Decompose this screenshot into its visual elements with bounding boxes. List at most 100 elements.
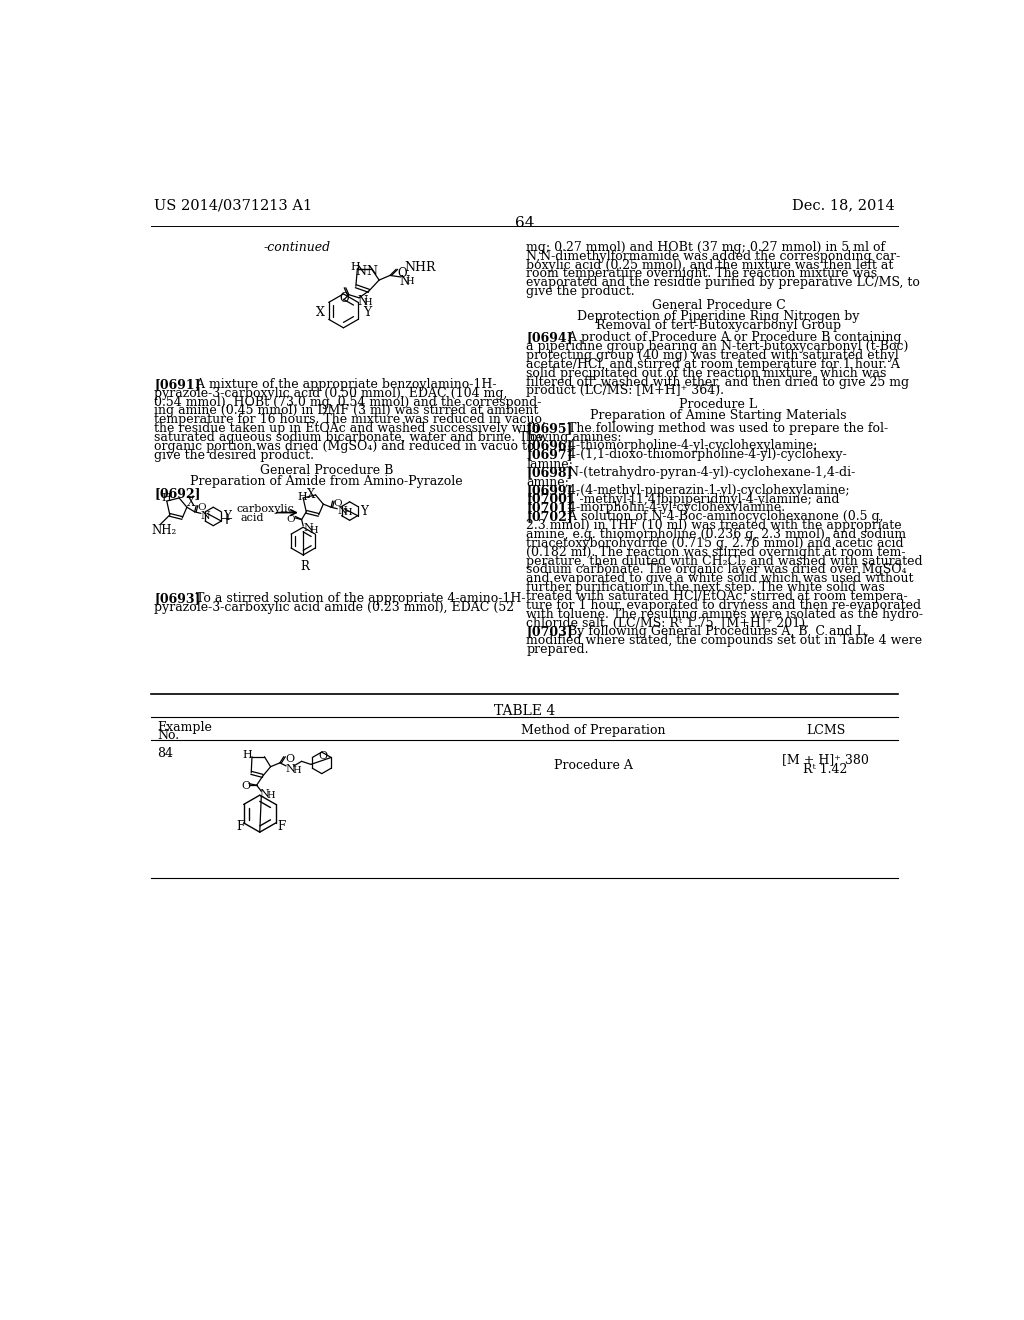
- Text: solid precipitated out of the reaction mixture, which was: solid precipitated out of the reaction m…: [526, 367, 887, 380]
- Text: Preparation of Amide from Amino-Pyrazole: Preparation of Amide from Amino-Pyrazole: [190, 475, 463, 488]
- Text: -continued: -continued: [263, 240, 331, 253]
- Text: N: N: [367, 265, 378, 279]
- Text: F: F: [236, 820, 244, 833]
- Text: [M + H]⁺ 380: [M + H]⁺ 380: [782, 754, 869, 767]
- Text: [0692]: [0692]: [155, 487, 201, 500]
- Text: 4-thiomorpholine-4-yl-cyclohexylamine;: 4-thiomorpholine-4-yl-cyclohexylamine;: [556, 440, 817, 453]
- Text: General Procedure B: General Procedure B: [260, 463, 393, 477]
- Text: 1ʹ-methyl-[1,4]bipiperidinyl-4-ylamine; and: 1ʹ-methyl-[1,4]bipiperidinyl-4-ylamine; …: [556, 492, 840, 506]
- Text: Dec. 18, 2014: Dec. 18, 2014: [793, 198, 895, 213]
- Text: N: N: [201, 511, 211, 521]
- Text: Procedure L: Procedure L: [680, 397, 758, 411]
- Text: [0697]: [0697]: [526, 449, 572, 461]
- Text: with toluene. The resulting amines were isolated as the hydro-: with toluene. The resulting amines were …: [526, 607, 924, 620]
- Text: perature, then diluted with CH₂Cl₂ and washed with saturated: perature, then diluted with CH₂Cl₂ and w…: [526, 554, 923, 568]
- Text: 2.3 mmol) in THF (10 ml) was treated with the appropriate: 2.3 mmol) in THF (10 ml) was treated wit…: [526, 519, 902, 532]
- Text: saturated aqueous sodium bicarbonate, water and brine. The: saturated aqueous sodium bicarbonate, wa…: [155, 430, 543, 444]
- Text: Rᵗ 1.42: Rᵗ 1.42: [803, 763, 848, 776]
- Text: protecting group (40 mg) was treated with saturated ethyl: protecting group (40 mg) was treated wit…: [526, 348, 899, 362]
- Text: N: N: [286, 763, 295, 774]
- Text: [0696]: [0696]: [526, 440, 572, 453]
- Text: F: F: [278, 820, 286, 833]
- Text: (0.182 ml). The reaction was stirred overnight at room tem-: (0.182 ml). The reaction was stirred ove…: [526, 545, 906, 558]
- Text: H: H: [162, 494, 171, 503]
- Text: N: N: [355, 265, 366, 279]
- Text: Y: Y: [359, 506, 368, 517]
- Text: give the product.: give the product.: [526, 285, 635, 298]
- Text: [0698]: [0698]: [526, 466, 572, 479]
- Text: 4-morpholin-4-yl-cyclohexylamine.: 4-morpholin-4-yl-cyclohexylamine.: [556, 502, 785, 515]
- Text: boxylic acid (0.25 mmol), and the mixture was then left at: boxylic acid (0.25 mmol), and the mixtur…: [526, 259, 894, 272]
- Text: [0701]: [0701]: [526, 502, 573, 515]
- Text: LCMS: LCMS: [806, 725, 845, 738]
- Text: pyrazole-3-carboxylic acid amide (0.23 mmol), EDAC (52: pyrazole-3-carboxylic acid amide (0.23 m…: [155, 601, 514, 614]
- Text: R: R: [300, 560, 309, 573]
- Text: N: N: [260, 789, 269, 799]
- Text: Preparation of Amine Starting Materials: Preparation of Amine Starting Materials: [590, 409, 847, 422]
- Text: amine;: amine;: [526, 475, 569, 488]
- Text: 4-(4-methyl-piperazin-1-yl)-cyclohexylamine;: 4-(4-methyl-piperazin-1-yl)-cyclohexylam…: [556, 483, 850, 496]
- Text: H: H: [292, 766, 301, 775]
- Text: [0702]: [0702]: [526, 511, 573, 523]
- Text: Deprotection of Piperidine Ring Nitrogen by: Deprotection of Piperidine Ring Nitrogen…: [578, 310, 860, 322]
- Text: [0691]: [0691]: [155, 378, 201, 391]
- Text: [0695]: [0695]: [526, 422, 572, 434]
- Text: N,N-dimethylformamide was added the corresponding car-: N,N-dimethylformamide was added the corr…: [526, 249, 900, 263]
- Text: H: H: [297, 492, 307, 502]
- Text: +: +: [219, 511, 233, 528]
- Text: acetate/HCl, and stirred at room temperature for 1 hour. A: acetate/HCl, and stirred at room tempera…: [526, 358, 900, 371]
- Text: lowing amines:: lowing amines:: [526, 430, 622, 444]
- Text: amine, e.g. thiomorpholine (0.236 g, 2.3 mmol), and sodium: amine, e.g. thiomorpholine (0.236 g, 2.3…: [526, 528, 906, 541]
- Text: H: H: [309, 525, 318, 535]
- Text: lamine;: lamine;: [526, 457, 573, 470]
- Text: Example: Example: [158, 721, 212, 734]
- Text: O: O: [334, 499, 342, 508]
- Text: N: N: [337, 507, 347, 516]
- Text: No.: No.: [158, 729, 179, 742]
- Text: H: H: [364, 298, 373, 306]
- Text: further purification in the next step. The white solid was: further purification in the next step. T…: [526, 581, 885, 594]
- Text: modified where stated, the compounds set out in Table 4 were: modified where stated, the compounds set…: [526, 635, 923, 647]
- Text: acid: acid: [241, 512, 264, 523]
- Text: [0700]: [0700]: [526, 492, 573, 506]
- Text: The following method was used to prepare the fol-: The following method was used to prepare…: [556, 422, 888, 434]
- Text: a piperidine group bearing an N-tert-butoxycarbonyl (t-Boc): a piperidine group bearing an N-tert-but…: [526, 341, 908, 354]
- Text: pyrazole-3-carboxylic acid (0.50 mmol), EDAC (104 mg,: pyrazole-3-carboxylic acid (0.50 mmol), …: [155, 387, 508, 400]
- Text: ture for 1 hour, evaporated to dryness and then re-evaporated: ture for 1 hour, evaporated to dryness a…: [526, 599, 922, 612]
- Text: give the desired product.: give the desired product.: [155, 449, 314, 462]
- Text: N: N: [303, 524, 313, 533]
- Text: N: N: [399, 275, 410, 288]
- Text: O: O: [318, 751, 328, 760]
- Text: Procedure A: Procedure A: [554, 759, 633, 772]
- Text: [0694]: [0694]: [526, 331, 572, 345]
- Text: H: H: [266, 792, 274, 800]
- Text: X: X: [316, 306, 326, 319]
- Text: [0699]: [0699]: [526, 483, 572, 496]
- Text: X: X: [307, 488, 315, 502]
- Text: X: X: [187, 496, 196, 510]
- Text: N-(tetrahydro-pyran-4-yl)-cyclohexane-1,4-di-: N-(tetrahydro-pyran-4-yl)-cyclohexane-1,…: [556, 466, 855, 479]
- Text: N: N: [357, 296, 368, 309]
- Text: room temperature overnight. The reaction mixture was: room temperature overnight. The reaction…: [526, 268, 878, 280]
- Text: [0703]: [0703]: [526, 626, 573, 639]
- Text: 64: 64: [515, 216, 535, 230]
- Text: O: O: [241, 781, 250, 791]
- Text: 84: 84: [158, 747, 173, 760]
- Text: Y: Y: [362, 306, 371, 319]
- Text: O: O: [397, 267, 407, 280]
- Text: To a stirred solution of the appropriate 4-amino-1H-: To a stirred solution of the appropriate…: [183, 591, 525, 605]
- Text: ing amine (0.45 mmol) in DMF (3 ml) was stirred at ambient: ing amine (0.45 mmol) in DMF (3 ml) was …: [155, 404, 539, 417]
- Text: O: O: [286, 515, 295, 524]
- Text: Y: Y: [223, 511, 231, 523]
- Text: mg; 0.27 mmol) and HOBt (37 mg; 0.27 mmol) in 5 ml of: mg; 0.27 mmol) and HOBt (37 mg; 0.27 mmo…: [526, 240, 886, 253]
- Text: By following General Procedures A, B, C and L,: By following General Procedures A, B, C …: [556, 626, 868, 639]
- Text: NHR: NHR: [403, 261, 435, 273]
- Text: H: H: [243, 750, 253, 760]
- Text: evaporated and the residue purified by preparative LC/MS, to: evaporated and the residue purified by p…: [526, 276, 921, 289]
- Text: filtered off, washed with ether, and then dried to give 25 mg: filtered off, washed with ether, and the…: [526, 376, 909, 388]
- Text: organic portion was dried (MgSO₄) and reduced in vacuo to: organic portion was dried (MgSO₄) and re…: [155, 440, 535, 453]
- Text: A product of Procedure A or Procedure B containing: A product of Procedure A or Procedure B …: [556, 331, 901, 345]
- Text: H: H: [406, 277, 414, 286]
- Text: General Procedure C: General Procedure C: [651, 298, 785, 312]
- Text: Removal of tert-Butoxycarbonyl Group: Removal of tert-Butoxycarbonyl Group: [596, 318, 841, 331]
